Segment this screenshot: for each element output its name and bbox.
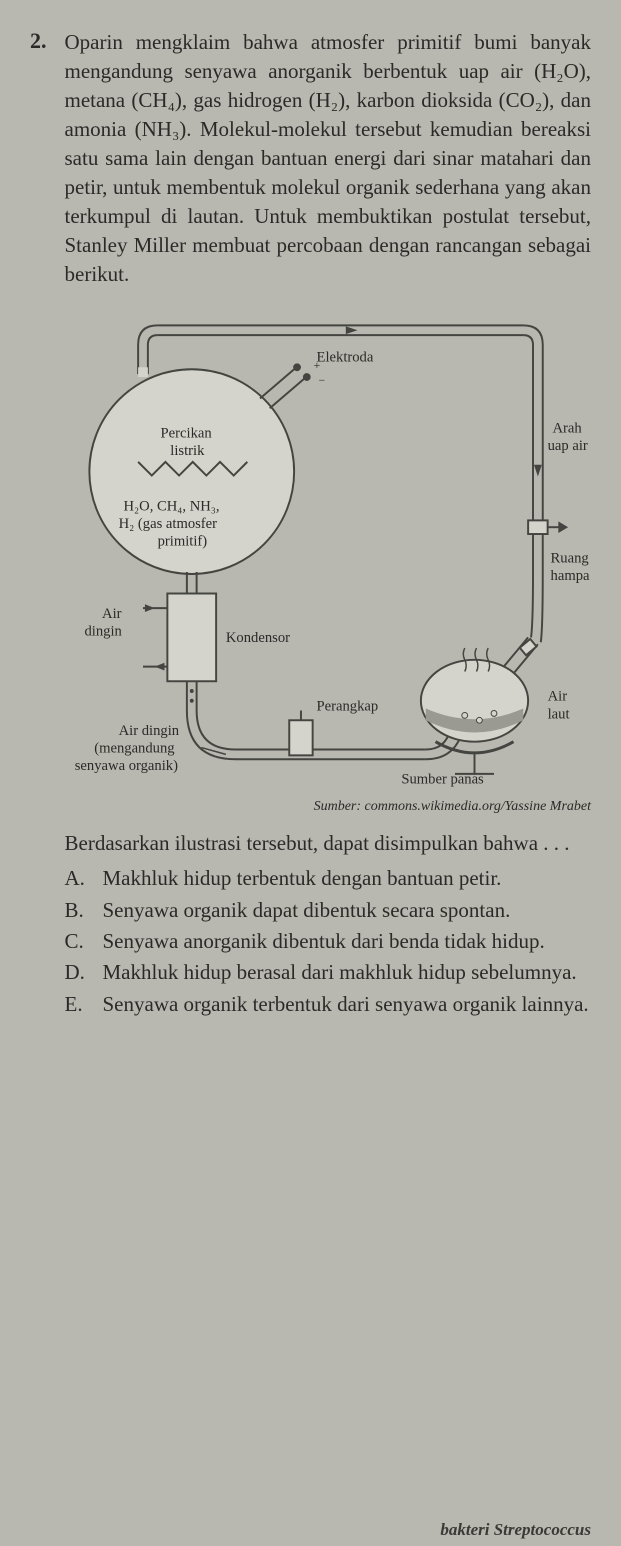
citation-source: commons.wikimedia.org/Yassine Mrabet xyxy=(365,799,591,814)
options-list: A. Makhluk hidup terbentuk dengan bantua… xyxy=(65,864,592,1019)
option-letter: E. xyxy=(65,990,87,1019)
question-paragraph: Oparin mengklaim bahwa atmosfer primitif… xyxy=(65,28,592,289)
option-text: Makhluk hidup terbentuk dengan bantuan p… xyxy=(103,864,592,893)
label-sumber-panas: Sumber panas xyxy=(401,771,484,787)
miller-apparatus-diagram: + − xyxy=(65,301,592,794)
question-block: 2. Oparin mengklaim bahwa atmosfer primi… xyxy=(30,28,591,1021)
label-kondensor: Kondensor xyxy=(225,630,289,646)
option-letter: D. xyxy=(65,958,87,987)
label-ruang-hampa: Ruang hampa xyxy=(550,550,591,584)
citation-prefix: Sumber: xyxy=(314,799,365,814)
option-d: D. Makhluk hidup berasal dari makhluk hi… xyxy=(65,958,592,987)
option-text: Senyawa organik terbentuk dari senyawa o… xyxy=(103,990,592,1019)
label-perangkap: Perangkap xyxy=(316,698,378,714)
option-letter: C. xyxy=(65,927,87,956)
question-number: 2. xyxy=(30,28,47,1021)
label-arah-uap: Arah uap air xyxy=(547,420,587,454)
page-footer-text: bakteri Streptococcus xyxy=(440,1520,591,1540)
label-air-dingin-in: Air dingin xyxy=(84,606,125,640)
option-text: Senyawa anorganik dibentuk dari benda ti… xyxy=(103,927,592,956)
conclusion-text: Berdasarkan ilustrasi tersebut, dapat di… xyxy=(65,829,592,858)
option-text: Makhluk hidup berasal dari makhluk hidup… xyxy=(103,958,592,987)
option-b: B. Senyawa organik dapat dibentuk secara… xyxy=(65,896,592,925)
option-text: Senyawa organik dapat dibentuk secara sp… xyxy=(103,896,592,925)
diagram-svg: + − xyxy=(65,301,592,789)
question-body: Oparin mengklaim bahwa atmosfer primitif… xyxy=(65,28,592,1021)
diagram-citation: Sumber: commons.wikimedia.org/Yassine Mr… xyxy=(65,799,592,815)
option-c: C. Senyawa anorganik dibentuk dari benda… xyxy=(65,927,592,956)
label-air-dingin-organik: Air dingin (mengandung senyawa organik) xyxy=(74,723,182,774)
label-elektroda: Elektroda xyxy=(316,349,373,365)
option-letter: A. xyxy=(65,864,87,893)
option-a: A. Makhluk hidup terbentuk dengan bantua… xyxy=(65,864,592,893)
svg-text:−: − xyxy=(318,374,325,387)
option-letter: B. xyxy=(65,896,87,925)
option-e: E. Senyawa organik terbentuk dari senyaw… xyxy=(65,990,592,1019)
label-air-laut: Air laut xyxy=(547,688,570,722)
